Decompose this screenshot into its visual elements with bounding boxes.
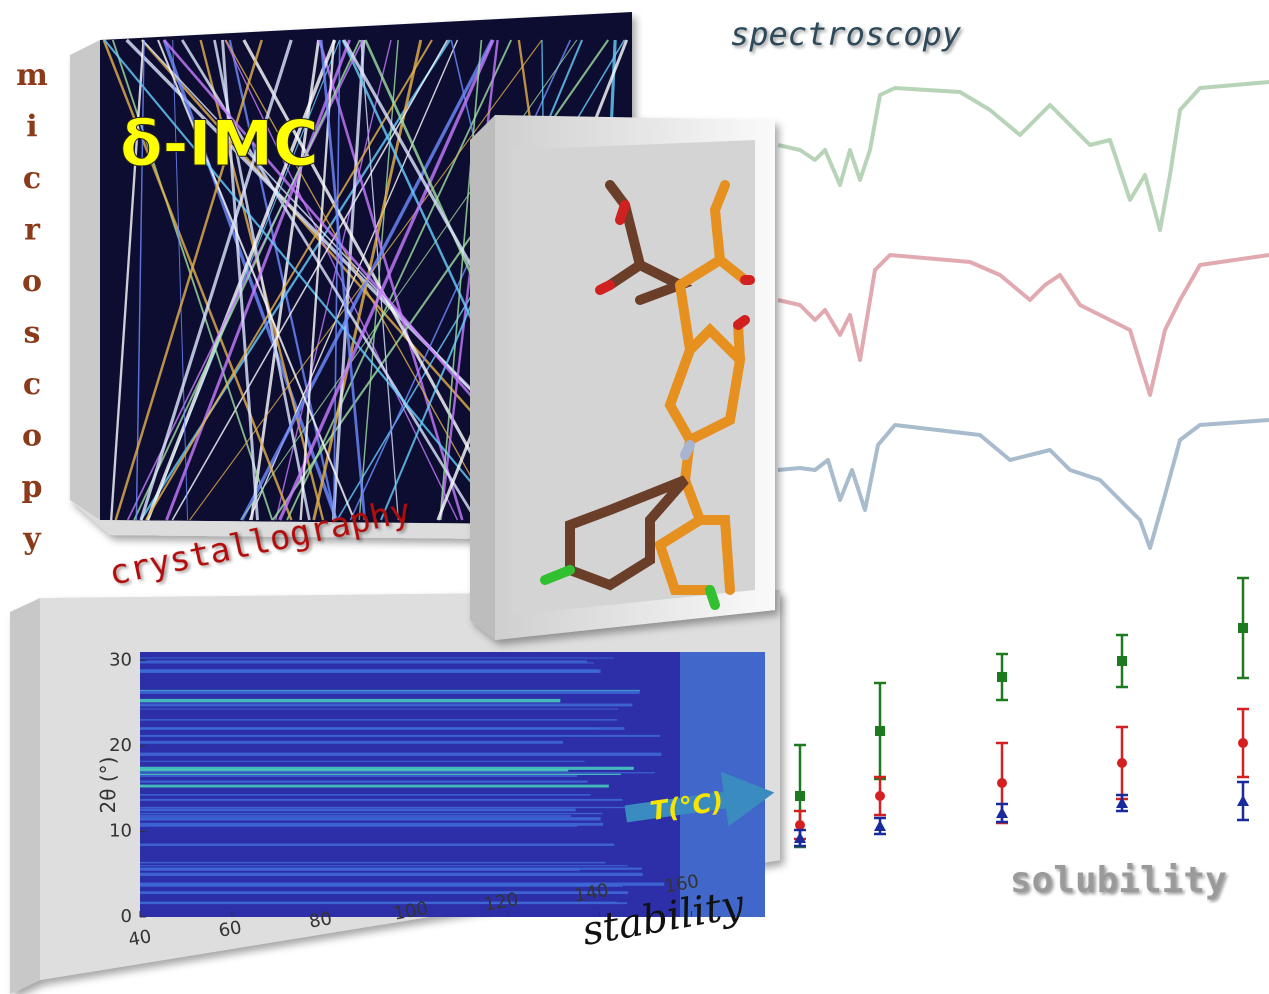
letter: o bbox=[22, 264, 42, 299]
y-tick-label: 10 bbox=[109, 821, 132, 842]
letter: c bbox=[23, 161, 41, 196]
solubility-plot bbox=[794, 576, 1249, 849]
fiber bbox=[331, 39, 366, 521]
fiber bbox=[162, 39, 338, 521]
y-axis-label: 2θ (°) bbox=[96, 757, 120, 814]
fiber bbox=[133, 39, 361, 521]
fiber bbox=[157, 39, 356, 521]
marker bbox=[795, 820, 805, 830]
letter: s bbox=[24, 316, 41, 351]
fiber bbox=[172, 39, 189, 521]
fiber bbox=[240, 39, 494, 521]
letter: i bbox=[26, 110, 37, 145]
letter: r bbox=[24, 213, 41, 248]
fiber bbox=[139, 39, 293, 521]
marker bbox=[1117, 656, 1127, 666]
letter: o bbox=[22, 419, 42, 454]
marker bbox=[874, 820, 886, 831]
fiber bbox=[189, 39, 543, 521]
marker bbox=[1238, 738, 1248, 748]
marker bbox=[996, 807, 1008, 818]
fiber bbox=[135, 39, 145, 521]
fiber bbox=[103, 39, 504, 521]
letter: c bbox=[23, 367, 41, 402]
letter: p bbox=[22, 470, 43, 505]
fiber bbox=[278, 39, 495, 521]
fiber bbox=[114, 39, 263, 521]
y-tick-label: 30 bbox=[109, 650, 132, 671]
marker bbox=[997, 672, 1007, 682]
fiber bbox=[145, 39, 433, 521]
marker bbox=[1116, 797, 1128, 808]
solubility-label: solubility bbox=[1010, 860, 1227, 901]
letter: m bbox=[16, 58, 48, 93]
fiber bbox=[360, 39, 399, 521]
fibers bbox=[102, 38, 629, 522]
fiber bbox=[165, 39, 351, 521]
fiber bbox=[358, 39, 399, 521]
marker bbox=[794, 832, 806, 843]
photo-label: δ-IMC bbox=[120, 107, 319, 180]
x-tick-label: 60 bbox=[217, 917, 243, 942]
marker bbox=[875, 726, 885, 736]
fiber bbox=[110, 39, 145, 521]
marker bbox=[1237, 795, 1249, 806]
y-tick-label: 20 bbox=[109, 735, 132, 756]
fiber bbox=[224, 39, 459, 521]
marker bbox=[1117, 758, 1127, 768]
fiber bbox=[242, 39, 510, 521]
spectra bbox=[777, 80, 1269, 550]
letter: y bbox=[22, 522, 42, 557]
marker bbox=[1238, 623, 1248, 633]
fiber bbox=[228, 39, 337, 521]
fiber bbox=[332, 39, 341, 521]
y-tick-label: 0 bbox=[121, 906, 132, 927]
fiber bbox=[111, 39, 274, 521]
x-tick-label: 80 bbox=[307, 908, 333, 933]
molecule bbox=[540, 180, 755, 610]
heatmap-lines bbox=[140, 652, 765, 917]
marker bbox=[875, 791, 885, 801]
fiber bbox=[439, 39, 499, 521]
spectroscopy-label: spectroscopy bbox=[730, 15, 962, 53]
fiber bbox=[221, 39, 259, 521]
x-tick-label: 40 bbox=[127, 926, 153, 951]
fiber bbox=[275, 39, 392, 521]
fiber bbox=[180, 39, 478, 521]
fiber bbox=[319, 39, 367, 521]
fiber bbox=[139, 39, 451, 521]
marker bbox=[997, 778, 1007, 788]
marker bbox=[795, 791, 805, 801]
fiber bbox=[318, 39, 464, 521]
x-tick-label: 100 bbox=[392, 898, 429, 925]
fiber bbox=[439, 39, 483, 521]
fiber bbox=[102, 39, 293, 521]
